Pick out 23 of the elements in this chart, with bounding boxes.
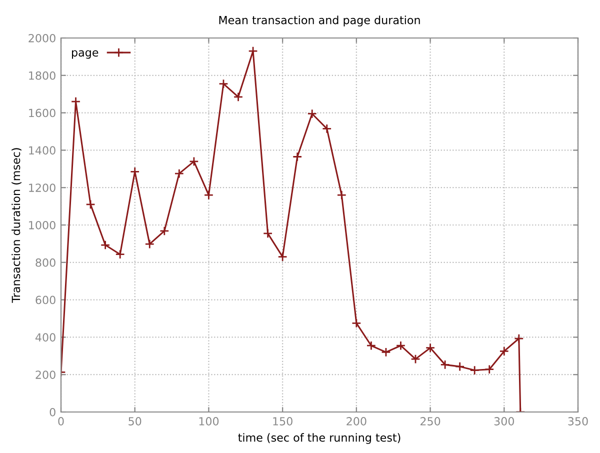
x-tick-label: 50 — [128, 417, 142, 426]
x-tick-label: 150 — [273, 417, 292, 426]
y-tick-label: 1400 — [29, 146, 56, 155]
y-tick-label: 0 — [50, 408, 56, 416]
x-axis-title: time (sec of the running test) — [238, 433, 400, 444]
x-tick-label: 0 — [58, 417, 64, 426]
x-tick-label: 250 — [420, 417, 440, 426]
x-tick-label: 350 — [568, 417, 588, 426]
y-tick-label: 600 — [36, 296, 56, 304]
y-axis-title: Transaction duration (msec) — [12, 148, 22, 303]
chart-title: Mean transaction and page duration — [219, 16, 420, 26]
y-tick-label: 200 — [36, 370, 56, 379]
legend-label: page — [72, 50, 98, 59]
x-tick-label: 100 — [199, 417, 219, 426]
y-tick-label: 1000 — [29, 220, 56, 230]
y-tick-label: 2000 — [28, 34, 56, 42]
y-tick-label: 1600 — [29, 108, 56, 118]
y-tick-label: 1200 — [29, 184, 56, 192]
y-tick-label: 1800 — [29, 71, 56, 80]
x-tick-label: 300 — [494, 417, 514, 426]
x-tick-label: 200 — [346, 417, 366, 426]
y-tick-label: 800 — [36, 258, 56, 267]
y-tick-label: 400 — [35, 333, 56, 342]
